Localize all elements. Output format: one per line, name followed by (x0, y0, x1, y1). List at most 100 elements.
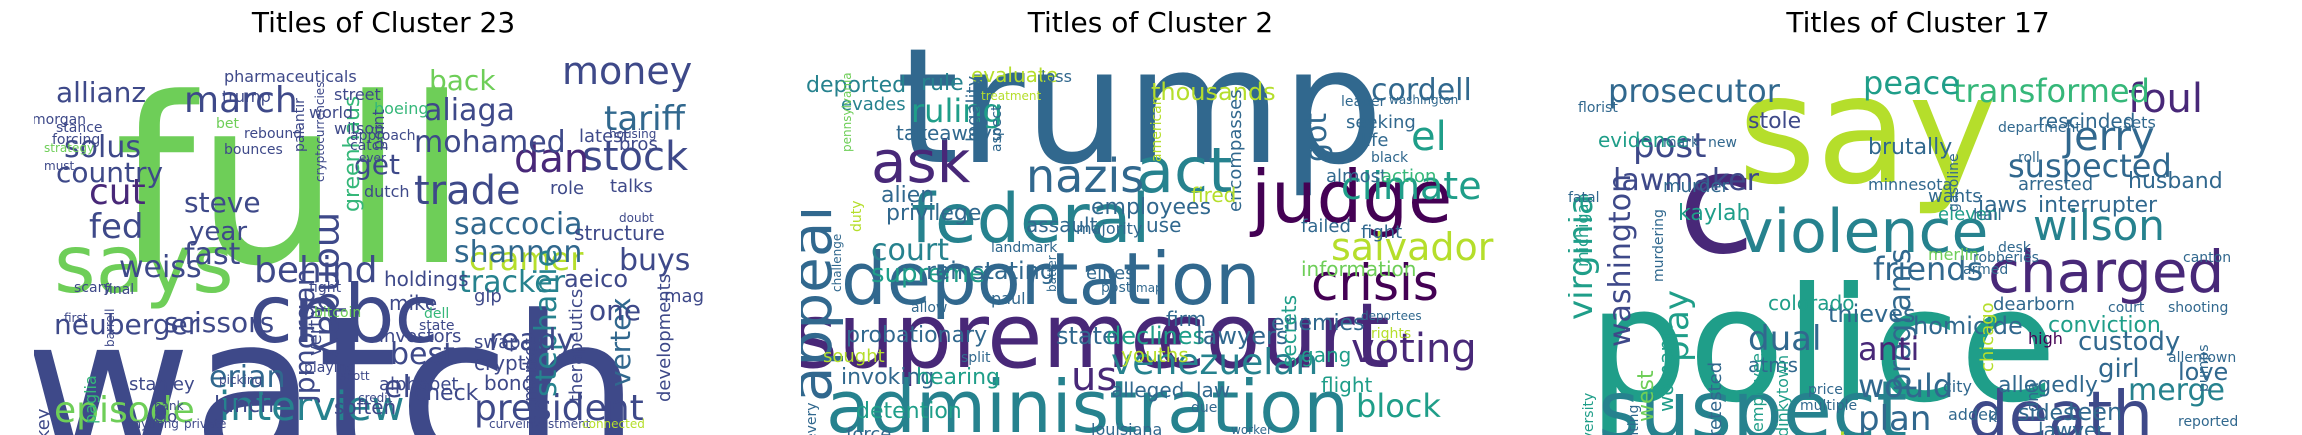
cloud-word: must (44, 159, 75, 173)
cloud-word: court (871, 233, 949, 268)
cloud-word: cio (154, 407, 177, 426)
cloud-word: investors (379, 326, 461, 347)
cloud-word: charged (1988, 238, 2224, 306)
cloud-word: weiss (119, 250, 202, 285)
cloud-word: invoking (841, 365, 934, 390)
cloud-word: stephanie (529, 249, 564, 397)
cloud-word: cramer (469, 240, 584, 278)
cloud-word: fed (89, 207, 143, 247)
cloud-word: back (429, 64, 496, 97)
cloud-word: love (2178, 358, 2228, 386)
cloud-word: developments (654, 274, 675, 402)
cloud-word: money (562, 49, 692, 93)
cloud-word: talks (610, 176, 653, 197)
cloud-word: department (1998, 120, 2081, 136)
cloud-word: mark (1663, 135, 1700, 151)
cloud-word: us (1071, 354, 1117, 400)
cloud-word: multiple (1800, 398, 1857, 414)
cloud-word: dan (514, 136, 589, 182)
cloud-word: alleged (1111, 378, 1184, 402)
cloud-word: police (1588, 254, 2057, 435)
cloud-word: youths (1121, 343, 1189, 367)
cloud-word: supreme (801, 284, 1186, 389)
cloud-word: play (1657, 290, 1697, 362)
cloud-word: paul (991, 289, 1026, 308)
cloud-word: act (1136, 134, 1232, 207)
cloud-word: crypto (474, 351, 538, 375)
cloud-word: murder (1663, 176, 1730, 197)
cloud-word: street (334, 85, 381, 104)
cloud-word: country (56, 156, 163, 189)
cloud-word: c (1678, 123, 1755, 286)
cloud-word: detention (856, 399, 962, 424)
cloud-word: holdings (384, 267, 469, 291)
cloud-word: thousands (1151, 78, 1276, 106)
cloud-word: fight (309, 280, 342, 296)
cloud-word: jerry (2062, 114, 2155, 160)
cloud-word: federal (911, 180, 1150, 259)
cloud-word: chicago (1977, 302, 1998, 372)
cloud-word: cut (89, 172, 146, 213)
cloud-word: homicide (1913, 312, 2023, 340)
cloud-word: judge (1249, 155, 1452, 239)
cloud-word: supreme (871, 259, 985, 289)
cloud-word: best (390, 337, 455, 372)
cloud-word: thieves (1828, 300, 1916, 328)
cloud-word: evades (841, 94, 906, 115)
cloud-word: split (961, 350, 991, 366)
cloud-word: due (1191, 400, 1217, 416)
cloud-word: failed (1301, 216, 1351, 237)
cloud-word: treatment (981, 89, 1041, 103)
cloud-word: scott (340, 369, 370, 383)
cloud-word: got (1299, 113, 1334, 162)
cloud-word: custody (2078, 327, 2180, 357)
cloud-word: neuberger (54, 308, 200, 341)
cloud-word: episode (54, 390, 195, 431)
cloud-word: legality (963, 75, 984, 142)
cloud-word: credit (358, 391, 393, 405)
cloud-word: post (1633, 126, 1706, 166)
cloud-word: every (804, 402, 820, 435)
cloud-word: shooting (2168, 300, 2228, 316)
cloud-word: strategy (44, 141, 94, 155)
cloud-word: planting (1626, 405, 1642, 435)
cloud-word: foul (2128, 76, 2203, 122)
cloud-word: sets (2123, 113, 2156, 132)
cloud-word: alien (881, 183, 934, 208)
cloud-word: death (1968, 379, 2153, 435)
cloud-word: declines (1106, 322, 1205, 350)
cloud-word: virginia (1568, 194, 1601, 320)
cloud-word: suspected (2008, 147, 2172, 185)
cloud-word: firm (1166, 307, 1206, 331)
cloud-word: suspect (1598, 364, 1907, 435)
cloud-word: mike (389, 291, 437, 315)
cloud-word: el (1411, 114, 1447, 160)
wordcloud-panel-2: Titles of Cluster 2 trump supreme court dep… (767, 0, 1534, 435)
cloud-word: anti (1858, 330, 1919, 368)
cloud-word: world (309, 103, 353, 122)
cloud-word: fight (1361, 222, 1402, 243)
cloud-word: enemies (1271, 311, 1365, 336)
cloud-word: encompasses (1225, 89, 1246, 212)
cloud-word: palantir (292, 98, 308, 152)
cloud-word: reinstating (926, 257, 1055, 285)
cloud-word: employee (1748, 353, 1767, 432)
cloud-word: soften (334, 395, 396, 419)
cloud-word: march (184, 80, 298, 121)
cloud-word: arrested (2018, 174, 2093, 195)
cloud-word: post (1101, 280, 1132, 296)
cloud-word: action (1381, 166, 1436, 187)
cloud-word: law (1196, 378, 1230, 402)
cloud-word: vertex (604, 297, 637, 387)
cloud-word: interview (219, 384, 404, 430)
cloud-word: wilson (2033, 201, 2165, 250)
cloud-word: market (520, 338, 541, 402)
cloud-word: fired (1191, 183, 1236, 207)
cloud-word: map (1136, 281, 1163, 295)
cloud-word: robberies (1973, 250, 2039, 266)
cloud-word: voting (1351, 326, 1477, 372)
cloud-word: loss (1041, 67, 1072, 86)
cloud-word: high (2028, 329, 2063, 348)
cloud-word: kaylah (1678, 201, 1750, 226)
